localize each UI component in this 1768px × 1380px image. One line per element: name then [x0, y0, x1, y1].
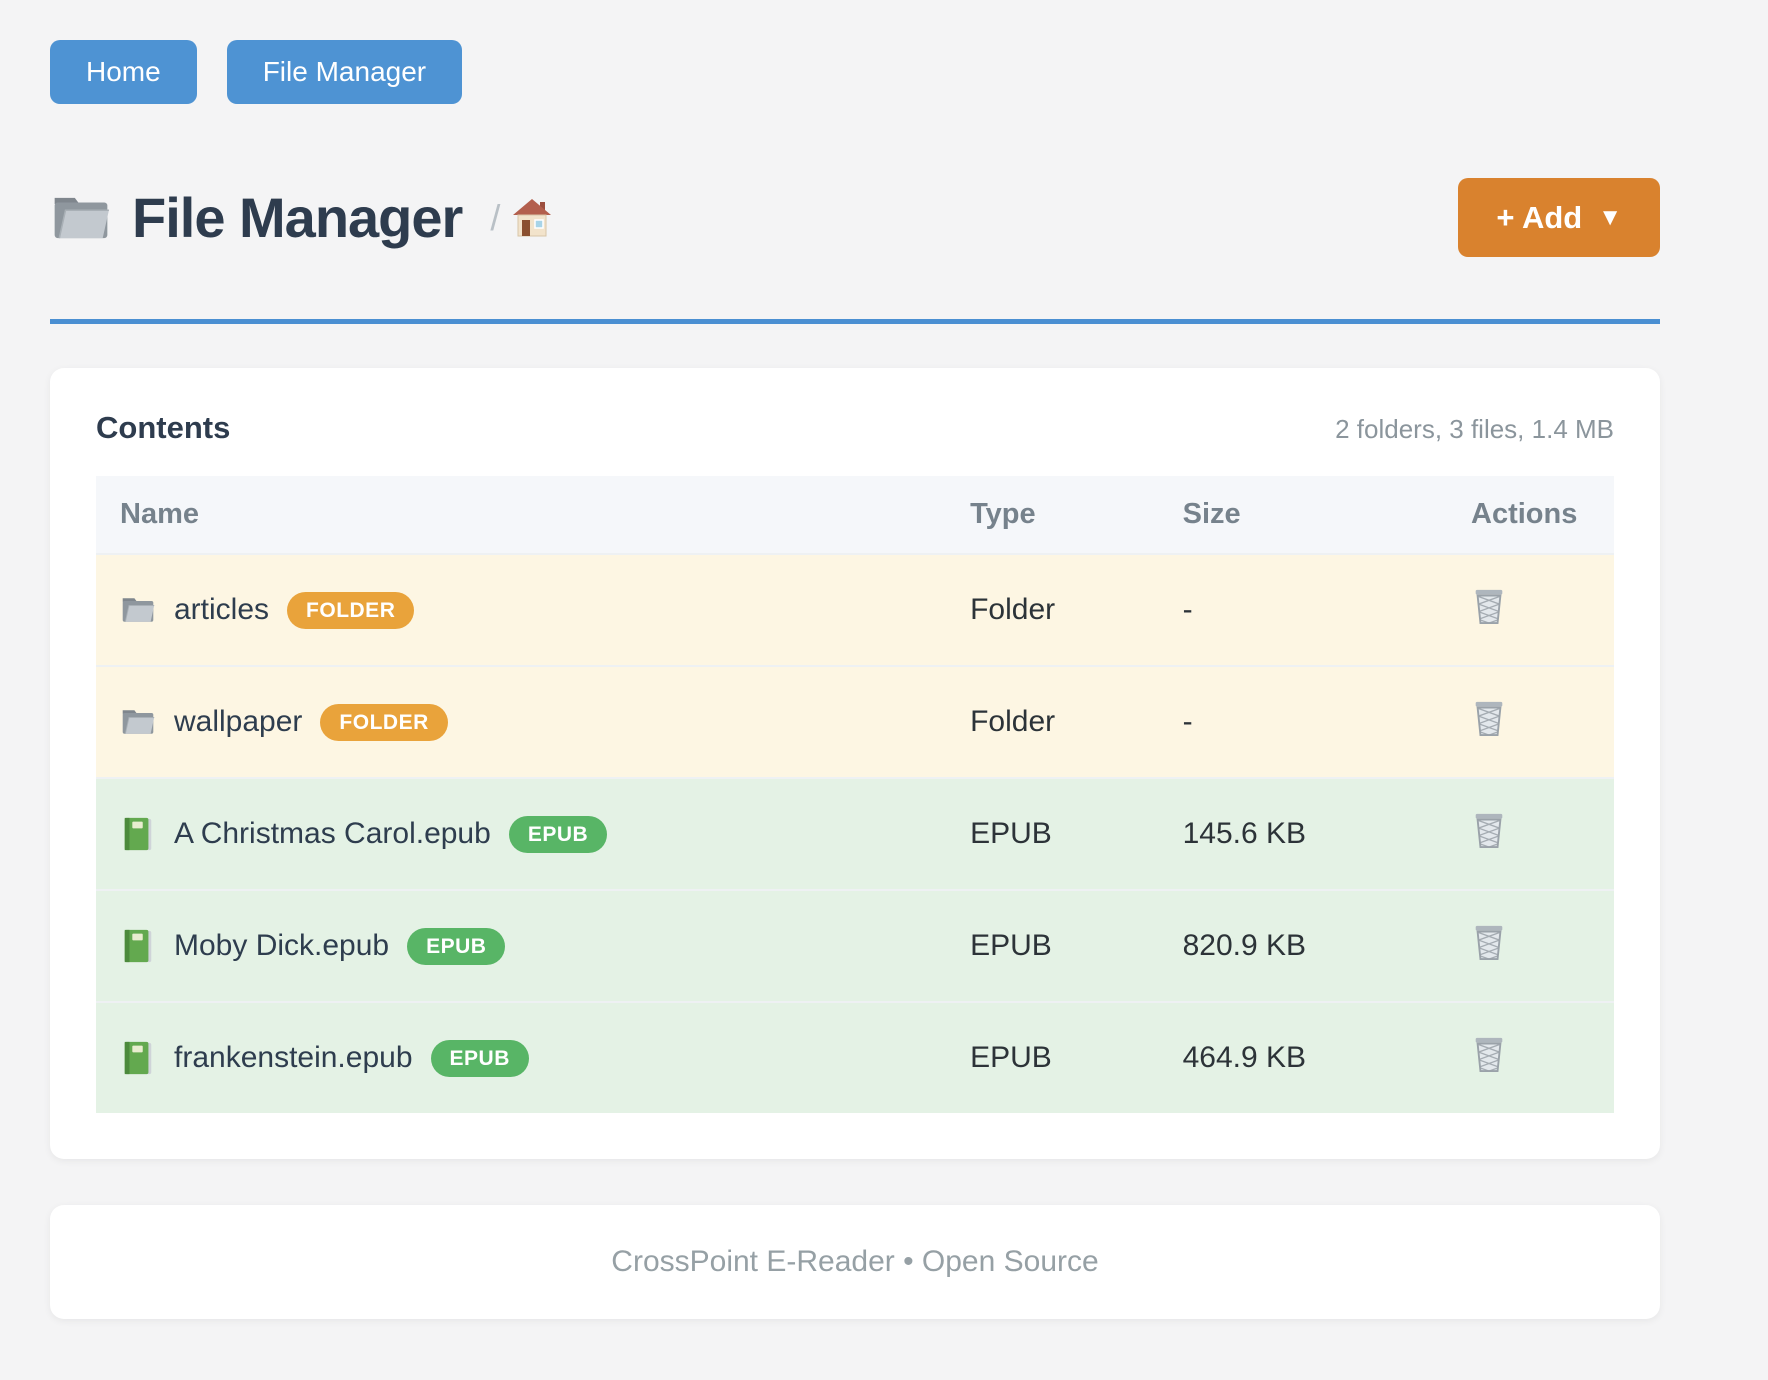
table-row: frankenstein.epub EPUB EPUB 464.9 KB	[96, 1001, 1614, 1113]
file-type: EPUB	[946, 777, 1159, 890]
trash-icon	[1471, 1035, 1507, 1073]
file-badge: EPUB	[407, 927, 506, 965]
add-button-label: + Add	[1496, 200, 1583, 235]
file-size: 464.9 KB	[1158, 1001, 1448, 1113]
file-type: EPUB	[946, 889, 1159, 1002]
file-table: Name Type Size Actions articles FOLDER F…	[96, 476, 1614, 1113]
footer: CrossPoint E-Reader • Open Source	[50, 1205, 1660, 1319]
contents-card: Contents 2 folders, 3 files, 1.4 MB Name…	[50, 368, 1660, 1159]
table-header-row: Name Type Size Actions	[96, 476, 1614, 554]
contents-header: Contents 2 folders, 3 files, 1.4 MB	[96, 410, 1614, 446]
contents-title: Contents	[96, 410, 231, 445]
nav-file-manager-button[interactable]: File Manager	[226, 40, 463, 104]
table-row: articles FOLDER Folder -	[96, 553, 1614, 666]
column-header-name: Name	[96, 476, 947, 554]
file-size: 820.9 KB	[1158, 889, 1448, 1002]
file-name-link[interactable]: A Christmas Carol.epub	[174, 817, 491, 850]
delete-button[interactable]	[1471, 923, 1507, 961]
title-group: File Manager /	[50, 185, 552, 250]
contents-summary: 2 folders, 3 files, 1.4 MB	[1335, 414, 1614, 444]
table-row: wallpaper FOLDER Folder -	[96, 665, 1614, 778]
page-title: File Manager	[132, 186, 463, 249]
column-header-actions: Actions	[1447, 476, 1614, 554]
header-divider	[50, 319, 1660, 324]
delete-button[interactable]	[1471, 811, 1507, 849]
delete-button[interactable]	[1471, 1035, 1507, 1073]
file-size: 145.6 KB	[1158, 777, 1448, 890]
table-row: Moby Dick.epub EPUB EPUB 820.9 KB	[96, 889, 1614, 1002]
folder-icon	[50, 193, 112, 243]
file-badge: EPUB	[508, 815, 608, 853]
file-name-link[interactable]: articles	[174, 593, 270, 626]
file-size: -	[1158, 665, 1448, 778]
file-type-icon	[120, 704, 156, 740]
file-type: Folder	[946, 665, 1159, 778]
page: Home File Manager File Manager / + Add ▼…	[50, 0, 1660, 1319]
trash-icon	[1471, 699, 1507, 737]
file-name-link[interactable]: frankenstein.epub	[174, 1041, 413, 1074]
trash-icon	[1471, 811, 1507, 849]
table-row: A Christmas Carol.epub EPUB EPUB 145.6 K…	[96, 777, 1614, 890]
page-header: File Manager / + Add ▼	[50, 178, 1660, 257]
add-button[interactable]: + Add ▼	[1458, 178, 1660, 257]
trash-icon	[1471, 587, 1507, 625]
chevron-down-icon: ▼	[1598, 203, 1622, 231]
delete-button[interactable]	[1471, 587, 1507, 625]
file-type-icon	[120, 1040, 156, 1076]
file-size: -	[1158, 553, 1448, 666]
footer-text: CrossPoint E-Reader • Open Source	[611, 1245, 1099, 1278]
delete-button[interactable]	[1471, 699, 1507, 737]
breadcrumb-separator: /	[490, 196, 501, 238]
file-name-link[interactable]: Moby Dick.epub	[174, 929, 390, 962]
trash-icon	[1471, 923, 1507, 961]
file-type: EPUB	[946, 1001, 1159, 1113]
breadcrumb: /	[490, 197, 552, 239]
file-type-icon	[120, 816, 156, 852]
file-badge: FOLDER	[320, 703, 448, 741]
file-type: Folder	[946, 553, 1159, 666]
top-nav: Home File Manager	[50, 0, 1660, 104]
file-name-link[interactable]: wallpaper	[174, 705, 303, 738]
file-type-icon	[120, 928, 156, 964]
column-header-size: Size	[1158, 476, 1448, 554]
file-badge: FOLDER	[287, 591, 415, 629]
file-badge: EPUB	[430, 1039, 529, 1077]
file-type-icon	[120, 592, 156, 628]
column-header-type: Type	[946, 476, 1159, 554]
home-icon[interactable]	[512, 198, 552, 238]
nav-home-button[interactable]: Home	[50, 40, 197, 104]
